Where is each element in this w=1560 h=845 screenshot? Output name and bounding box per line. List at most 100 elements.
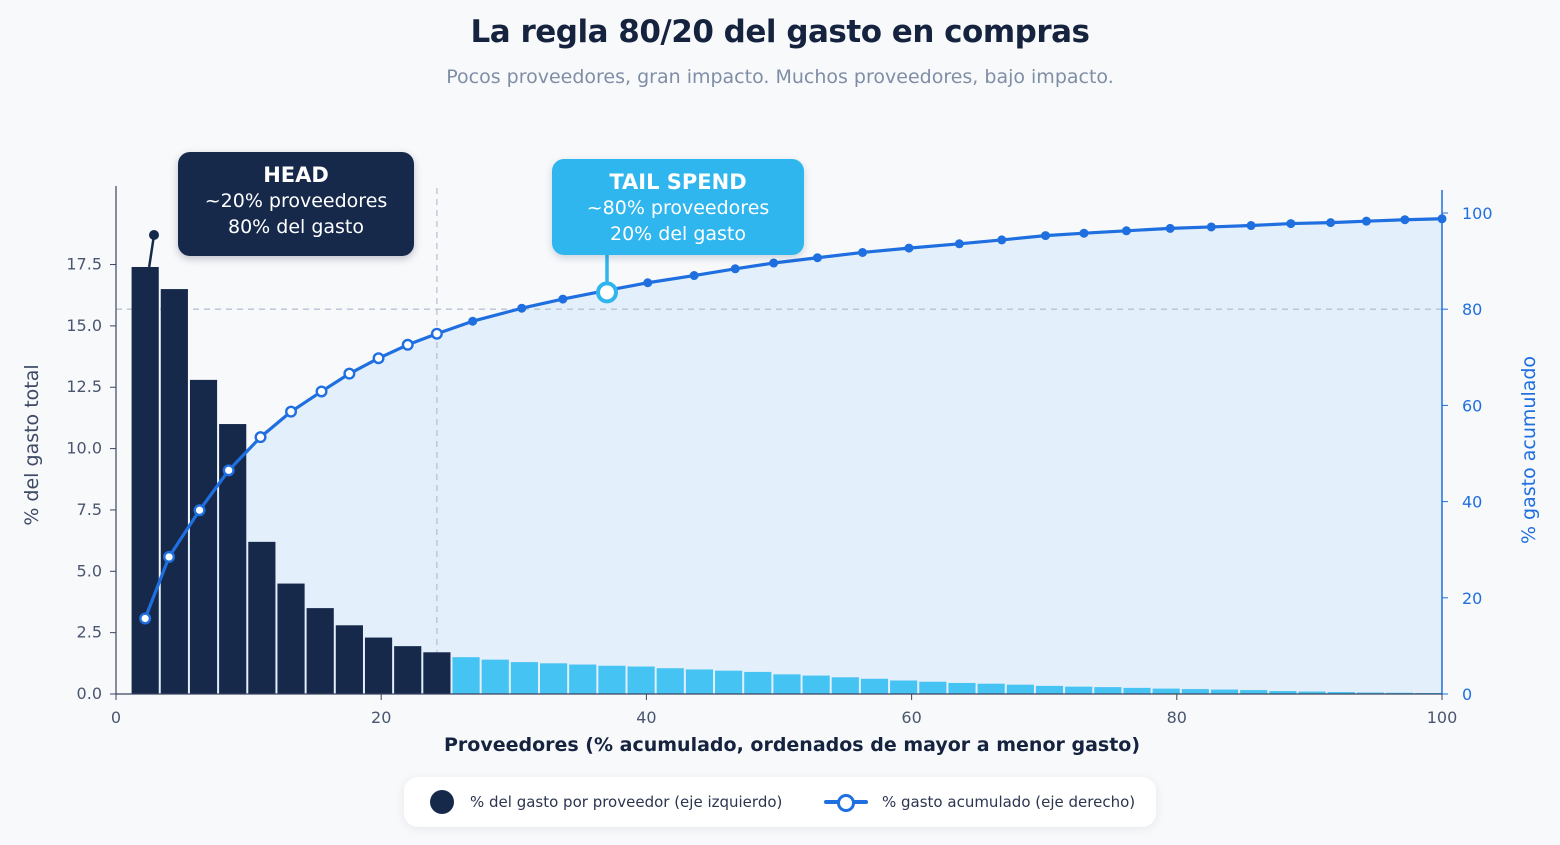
bar-28 — [948, 682, 976, 694]
cumulative-point-1 — [163, 550, 176, 563]
x-tick-label-4: 80 — [1167, 708, 1187, 727]
y-tick-label-4: 10.0 — [66, 439, 102, 458]
cumulative-point-11 — [468, 316, 478, 326]
cumulative-point-12 — [517, 303, 527, 313]
tail-callout-marker — [596, 281, 618, 304]
x-tick-label-5: 100 — [1427, 708, 1458, 727]
bar-38 — [1240, 690, 1268, 694]
bar-9 — [394, 646, 422, 694]
bar-37 — [1210, 689, 1239, 694]
cumulative-point-21 — [904, 243, 914, 253]
bar-15 — [569, 664, 597, 694]
bar-19 — [685, 669, 714, 694]
bar-17 — [627, 666, 655, 694]
bar-1 — [160, 289, 188, 694]
bar-32 — [1065, 686, 1093, 694]
bar-16 — [598, 665, 626, 694]
bar-41 — [1327, 692, 1355, 694]
legend-line-label: % gasto acumulado (eje derecho) — [882, 793, 1136, 811]
bar-36 — [1181, 689, 1209, 694]
bar-2 — [189, 379, 218, 694]
cumulative-point-0 — [139, 612, 152, 625]
head-callout-title: HEAD — [263, 163, 329, 187]
bar-25 — [860, 678, 889, 694]
cumulative-point-4 — [254, 431, 267, 444]
head-callout: HEAD ~20% proveedores 80% del gasto — [178, 152, 414, 256]
cumulative-point-22 — [954, 239, 964, 249]
cumulative-point-32 — [1361, 216, 1371, 226]
tail-callout-line2: 20% del gasto — [609, 223, 746, 245]
cumulative-point-19 — [812, 253, 822, 263]
y-tick-label-5: 12.5 — [66, 377, 102, 396]
tail-callout-line1: ~80% proveedores — [586, 197, 770, 219]
legend-item-line: % gasto acumulado (eje derecho) — [824, 777, 1135, 827]
cumulative-point-34 — [1437, 214, 1447, 224]
bar-26 — [890, 680, 918, 694]
cumulative-point-3 — [222, 464, 235, 477]
chart-subtitle: Pocos proveedores, gran impacto. Muchos … — [446, 66, 1114, 88]
bar-7 — [335, 625, 363, 694]
tail-callout-title: TAIL SPEND — [609, 170, 747, 194]
bar-0 — [131, 266, 159, 694]
bar-24 — [831, 677, 859, 694]
y-tick-label-2: 5.0 — [77, 561, 102, 580]
bar-35 — [1152, 688, 1180, 694]
cumulative-point-29 — [1246, 221, 1256, 231]
cumulative-point-13 — [558, 294, 568, 304]
bar-11 — [452, 657, 480, 694]
bar-12 — [481, 659, 509, 694]
chart-legend: % del gasto por proveedor (eje izquierdo… — [404, 777, 1156, 827]
bar-10 — [423, 652, 451, 694]
cumulative-point-25 — [1079, 228, 1089, 238]
head-callout-line2: 80% del gasto — [227, 216, 364, 238]
legend-bars-swatch-icon — [430, 790, 454, 814]
cumulative-point-8 — [372, 352, 385, 365]
head-callout-line1: ~20% proveedores — [204, 190, 388, 212]
cumulative-point-26 — [1121, 226, 1131, 236]
cumulative-point-2 — [193, 504, 206, 517]
y2-tick-label-0: 0 — [1462, 685, 1472, 704]
cumulative-point-6 — [315, 385, 328, 398]
legend-bars-label: % del gasto por proveedor (eje izquierdo… — [470, 793, 783, 811]
y2-tick-label-4: 80 — [1462, 300, 1482, 319]
bar-43 — [1385, 692, 1414, 694]
x-tick-label-0: 0 — [111, 708, 121, 727]
cumulative-point-7 — [343, 367, 356, 380]
cumulative-point-15 — [643, 278, 653, 288]
bar-4 — [248, 541, 276, 694]
cumulative-point-18 — [769, 258, 779, 268]
cumulative-area — [145, 218, 1442, 694]
y-tick-label-0: 0.0 — [77, 684, 102, 703]
cumulative-point-23 — [997, 235, 1007, 245]
head-callout-pointer — [147, 234, 156, 268]
cumulative-point-30 — [1286, 219, 1296, 229]
x-tick-label-1: 20 — [371, 708, 391, 727]
cumulative-point-28 — [1206, 222, 1216, 232]
cumulative-point-31 — [1326, 218, 1336, 228]
bar-34 — [1123, 687, 1151, 694]
y-tick-label-7: 17.5 — [66, 255, 102, 274]
legend-item-bars: % del gasto por proveedor (eje izquierdo… — [430, 777, 782, 827]
x-axis-title: Proveedores (% acumulado, ordenados de m… — [444, 734, 1140, 756]
chart-title: La regla 80/20 del gasto en compras — [470, 14, 1090, 50]
cumulative-point-9 — [401, 338, 414, 351]
bar-30 — [1006, 684, 1034, 694]
x-tick-label-2: 40 — [636, 708, 656, 727]
cumulative-point-16 — [689, 271, 699, 281]
bar-5 — [277, 583, 305, 694]
y2-tick-label-3: 60 — [1462, 396, 1482, 415]
bar-22 — [773, 674, 801, 694]
bar-40 — [1298, 691, 1326, 694]
cumulative-point-10 — [430, 327, 443, 340]
cumulative-point-20 — [858, 247, 868, 257]
bar-42 — [1356, 692, 1384, 694]
x-tick-label-3: 60 — [901, 708, 921, 727]
bar-39 — [1269, 691, 1297, 694]
y2-axis-title: % gasto acumulado — [1518, 356, 1540, 544]
cumulative-point-17 — [730, 264, 740, 274]
y2-tick-label-2: 40 — [1462, 493, 1482, 512]
y-tick-label-1: 2.5 — [77, 623, 102, 642]
bar-23 — [802, 675, 830, 694]
bar-20 — [715, 670, 743, 694]
